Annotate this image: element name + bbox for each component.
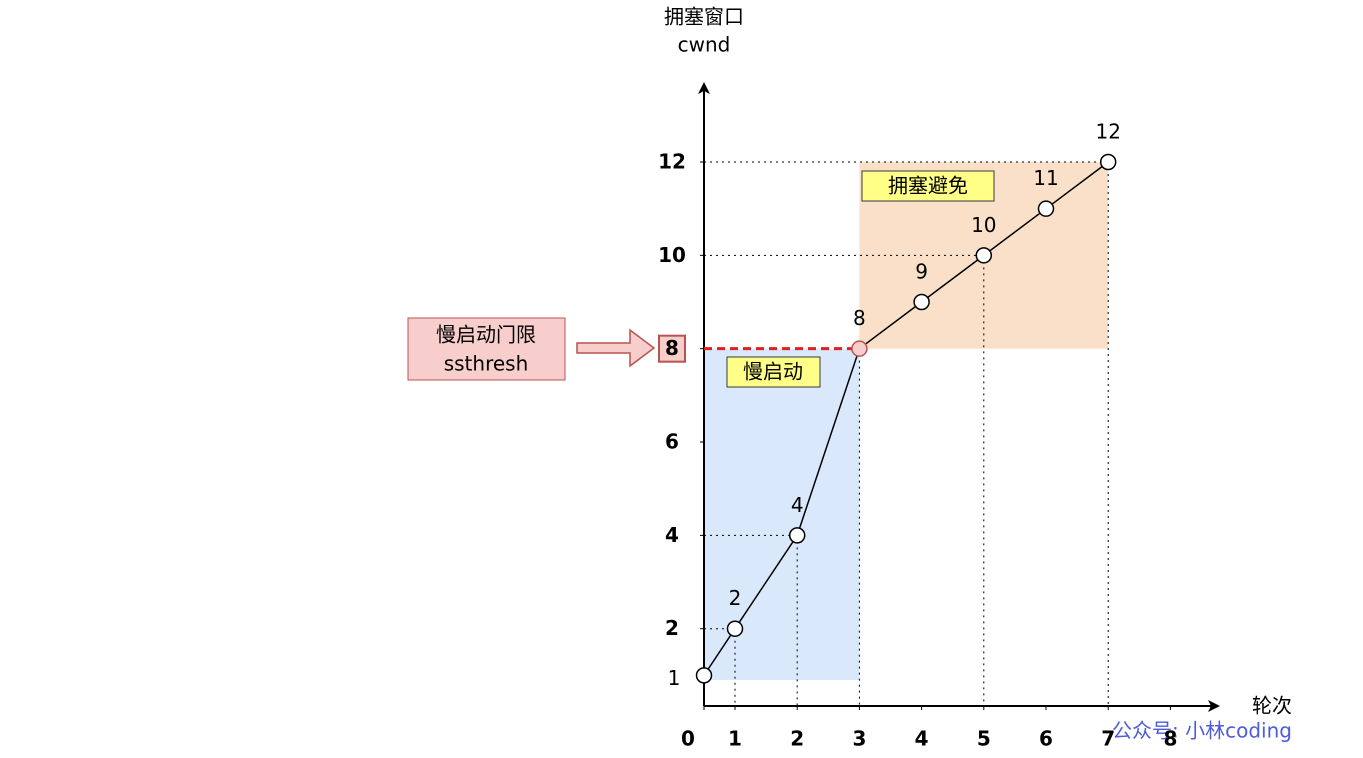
x-tick-label: 8 — [1163, 727, 1177, 751]
y-axis-label: 拥塞窗口 — [664, 5, 744, 29]
data-label: 2 — [729, 586, 742, 610]
point — [1099, 153, 1117, 171]
x-tick-label: 3 — [852, 727, 866, 751]
congestion-avoidance-label: 拥塞避免 — [888, 174, 968, 198]
y-tick-label: 12 — [658, 150, 686, 174]
x-tick-label: 7 — [1101, 727, 1115, 751]
regions — [704, 162, 1109, 680]
point — [726, 620, 744, 637]
data-label: 12 — [1095, 120, 1120, 144]
ssthresh-name: ssthresh — [444, 352, 529, 376]
point — [1037, 200, 1055, 217]
point — [851, 340, 868, 357]
y-tick-label: 2 — [665, 616, 679, 640]
ssthresh-box — [407, 317, 566, 381]
label-box — [726, 356, 821, 388]
ssthresh-tick-box — [658, 334, 686, 363]
point — [788, 527, 806, 544]
slow-start-label: 慢启动 — [743, 360, 803, 384]
data-label: 10 — [971, 213, 996, 237]
data-label: 8 — [853, 306, 866, 330]
point — [913, 293, 930, 311]
y-tick-label: 4 — [665, 523, 679, 547]
y-tick-label: 8 — [665, 336, 679, 360]
x-tick-label: 4 — [915, 727, 929, 751]
x-tick-label: 5 — [977, 727, 991, 751]
x-tick-label: 0 — [681, 727, 695, 751]
watermark: 公众号: 小林coding — [1112, 719, 1292, 743]
x-axis-label: 轮次 — [1252, 694, 1292, 718]
x-tick-label: 1 — [728, 727, 742, 751]
x-tick-label: 2 — [790, 727, 804, 751]
cwnd-line — [703, 161, 1109, 676]
data-label: 11 — [1033, 166, 1058, 190]
point — [695, 667, 713, 684]
data-label: 1 — [668, 666, 681, 690]
data-label: 4 — [791, 493, 804, 517]
y-axis-unit: cwnd — [678, 33, 731, 57]
point — [975, 247, 993, 264]
ssthresh-arrow — [576, 328, 656, 368]
data-label: 9 — [915, 260, 928, 284]
y-tick-label: 10 — [658, 243, 686, 267]
ssthresh-label: 慢启动门限 — [436, 323, 536, 347]
label-box — [861, 170, 995, 202]
y-tick-label: 6 — [665, 430, 679, 454]
x-tick-label: 6 — [1039, 727, 1053, 751]
